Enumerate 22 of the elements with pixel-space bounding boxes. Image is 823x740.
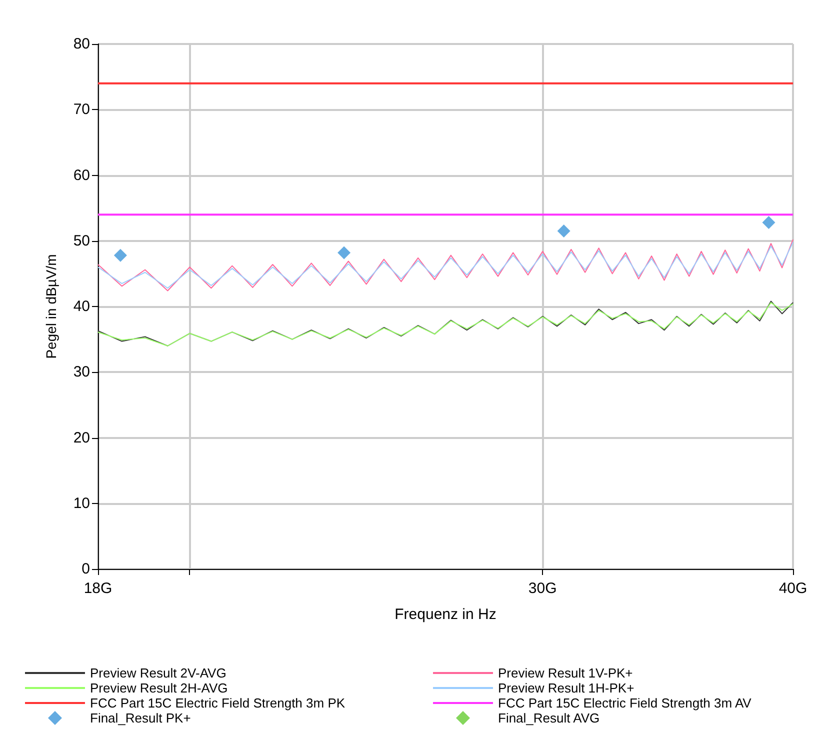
y-tick-label: 30 bbox=[73, 364, 90, 381]
x-axis-title: Frequenz in Hz bbox=[394, 606, 496, 623]
x-tick-label: 30G bbox=[528, 580, 557, 597]
y-tick-label: 10 bbox=[73, 494, 90, 512]
x-tick-label: 18G bbox=[84, 580, 112, 597]
y-tick-label: 20 bbox=[73, 429, 90, 446]
y-tick-label: 80 bbox=[73, 36, 90, 52]
legend-label: Preview Result 1H-PK+ bbox=[498, 680, 634, 696]
legend-label: FCC Part 15C Electric Field Strength 3m AV bbox=[498, 696, 752, 711]
legend-label: Preview Result 1V-PK+ bbox=[498, 666, 633, 681]
legend-label: Final_Result AVG bbox=[498, 710, 600, 726]
y-tick-label: 60 bbox=[73, 166, 90, 184]
legend-label: Preview Result 2V-AVG bbox=[90, 666, 226, 681]
legend-label: Preview Result 2H-AVG bbox=[90, 680, 228, 696]
y-tick-label: 70 bbox=[73, 101, 90, 118]
legend-label: Final_Result PK+ bbox=[90, 710, 191, 726]
y-axis-title: Pegel in dBµV/m bbox=[43, 254, 59, 359]
y-tick-label: 50 bbox=[73, 232, 90, 250]
y-tick-label: 40 bbox=[73, 298, 90, 315]
x-tick-label: 40G bbox=[778, 580, 808, 597]
legend-label: FCC Part 15C Electric Field Strength 3m PK bbox=[90, 696, 346, 711]
y-tick-label: 0 bbox=[82, 560, 90, 578]
